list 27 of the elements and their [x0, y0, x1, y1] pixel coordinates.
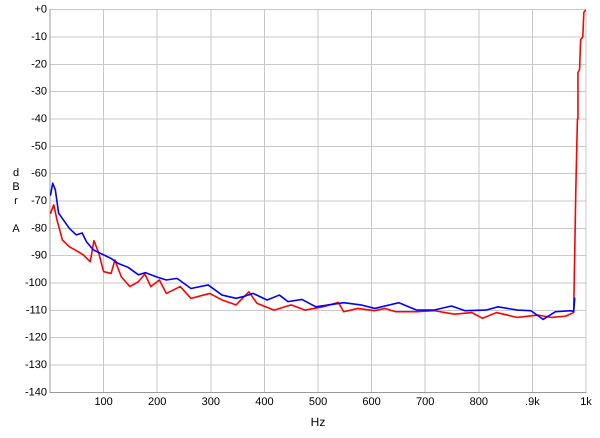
x-tick-label: 700: [416, 396, 434, 408]
x-tick-label: 800: [470, 396, 488, 408]
y-tick-label: +0: [34, 4, 48, 16]
x-tick-label: 1k: [580, 396, 592, 408]
y-tick-label: -130: [24, 359, 48, 372]
x-tick-label: 100: [94, 396, 113, 408]
x-tick-label: 400: [255, 396, 274, 408]
y-tick-label: -50: [31, 140, 48, 152]
x-axis-title: Hz: [310, 415, 326, 430]
y-tick-label: -100: [24, 277, 48, 290]
x-tick-label: 500: [308, 396, 328, 408]
y-tick-label: -70: [31, 195, 48, 208]
x-tick-label: 600: [362, 396, 381, 408]
y-tick-label: -20: [31, 58, 48, 70]
y-tick-label: -60: [31, 168, 48, 180]
y-tick-label: -30: [31, 86, 48, 98]
text: dBr A: [12, 167, 20, 236]
y-tick-label: -120: [24, 332, 48, 344]
y-tick-label: -80: [31, 222, 48, 234]
y-tick-label: -40: [31, 113, 48, 126]
y-tick-label: -90: [31, 250, 48, 262]
y-tick-label: -110: [26, 304, 48, 316]
x-tick-label: 200: [148, 396, 166, 408]
x-tick-label: 300: [202, 396, 220, 408]
x-tick-label: .9k: [525, 396, 540, 408]
y-tick-label: -140: [24, 386, 48, 398]
y-tick-label: -10: [31, 30, 48, 43]
